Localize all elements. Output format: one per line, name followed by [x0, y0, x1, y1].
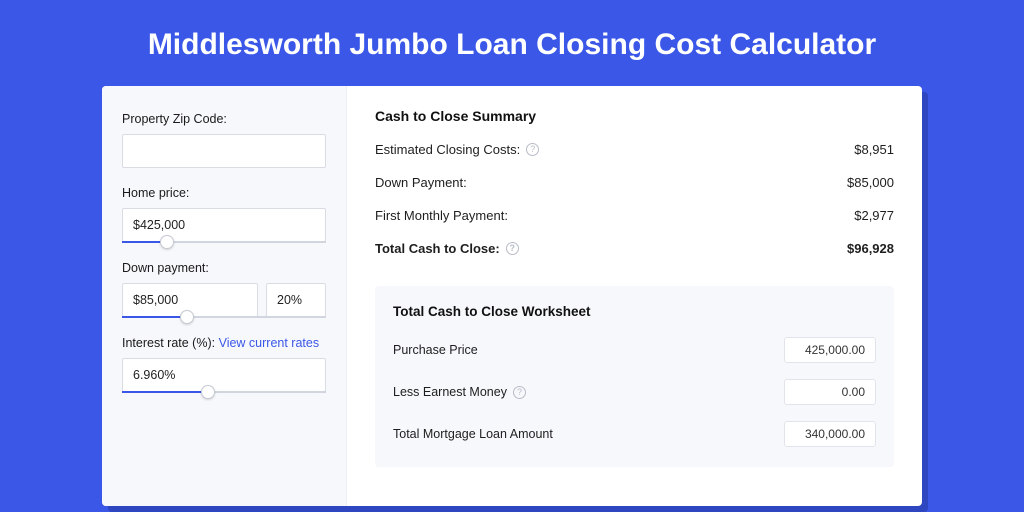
worksheet-row-value: 0.00	[784, 379, 876, 405]
worksheet-row-label: Less Earnest Money	[393, 385, 507, 399]
down-payment-slider[interactable]	[122, 316, 326, 318]
worksheet-row: Total Mortgage Loan Amount 340,000.00	[393, 421, 876, 447]
zip-input[interactable]	[122, 134, 326, 168]
summary-row-label: First Monthly Payment:	[375, 208, 508, 223]
down-payment-slider-thumb[interactable]	[180, 310, 194, 324]
interest-rate-slider[interactable]	[122, 391, 326, 393]
home-price-slider-thumb[interactable]	[160, 235, 174, 249]
page-title: Middlesworth Jumbo Loan Closing Cost Cal…	[0, 0, 1024, 86]
summary-title: Cash to Close Summary	[375, 108, 894, 124]
summary-row-value: $85,000	[847, 175, 894, 190]
help-icon[interactable]: ?	[513, 386, 526, 399]
interest-rate-label-row: Interest rate (%): View current rates	[122, 336, 326, 350]
worksheet-row: Purchase Price 425,000.00	[393, 337, 876, 363]
down-payment-group: Down payment:	[122, 261, 326, 318]
interest-rate-slider-fill	[122, 391, 208, 393]
summary-row-label: Down Payment:	[375, 175, 467, 190]
down-payment-slider-fill	[122, 316, 187, 318]
worksheet-row-label: Total Mortgage Loan Amount	[393, 427, 553, 441]
summary-row-label: Estimated Closing Costs:	[375, 142, 520, 157]
view-rates-link[interactable]: View current rates	[219, 336, 320, 350]
home-price-label: Home price:	[122, 186, 326, 200]
summary-total-value: $96,928	[847, 241, 894, 256]
worksheet-row-label: Purchase Price	[393, 343, 478, 357]
home-price-group: Home price:	[122, 186, 326, 243]
zip-label: Property Zip Code:	[122, 112, 326, 126]
worksheet-row: Less Earnest Money? 0.00	[393, 379, 876, 405]
interest-rate-group: Interest rate (%): View current rates	[122, 336, 326, 393]
inputs-sidebar: Property Zip Code: Home price: Down paym…	[102, 86, 347, 506]
summary-row-value: $2,977	[854, 208, 894, 223]
down-payment-label: Down payment:	[122, 261, 326, 275]
summary-row: Estimated Closing Costs:? $8,951	[375, 142, 894, 157]
summary-total-label: Total Cash to Close:	[375, 241, 500, 256]
summary-row-value: $8,951	[854, 142, 894, 157]
interest-rate-slider-thumb[interactable]	[201, 385, 215, 399]
home-price-input[interactable]	[122, 208, 326, 242]
worksheet-title: Total Cash to Close Worksheet	[393, 304, 876, 319]
summary-total-row: Total Cash to Close: ? $96,928	[375, 241, 894, 256]
interest-rate-input[interactable]	[122, 358, 326, 392]
summary-row: First Monthly Payment: $2,977	[375, 208, 894, 223]
help-icon[interactable]: ?	[506, 242, 519, 255]
worksheet-row-value: 340,000.00	[784, 421, 876, 447]
summary-row: Down Payment: $85,000	[375, 175, 894, 190]
zip-group: Property Zip Code:	[122, 112, 326, 168]
help-icon[interactable]: ?	[526, 143, 539, 156]
results-panel: Cash to Close Summary Estimated Closing …	[347, 86, 922, 506]
calculator-card: Property Zip Code: Home price: Down paym…	[102, 86, 922, 506]
home-price-slider[interactable]	[122, 241, 326, 243]
down-payment-pct-input[interactable]	[266, 283, 326, 317]
interest-rate-label: Interest rate (%):	[122, 336, 215, 350]
worksheet-row-value: 425,000.00	[784, 337, 876, 363]
worksheet-panel: Total Cash to Close Worksheet Purchase P…	[375, 286, 894, 467]
